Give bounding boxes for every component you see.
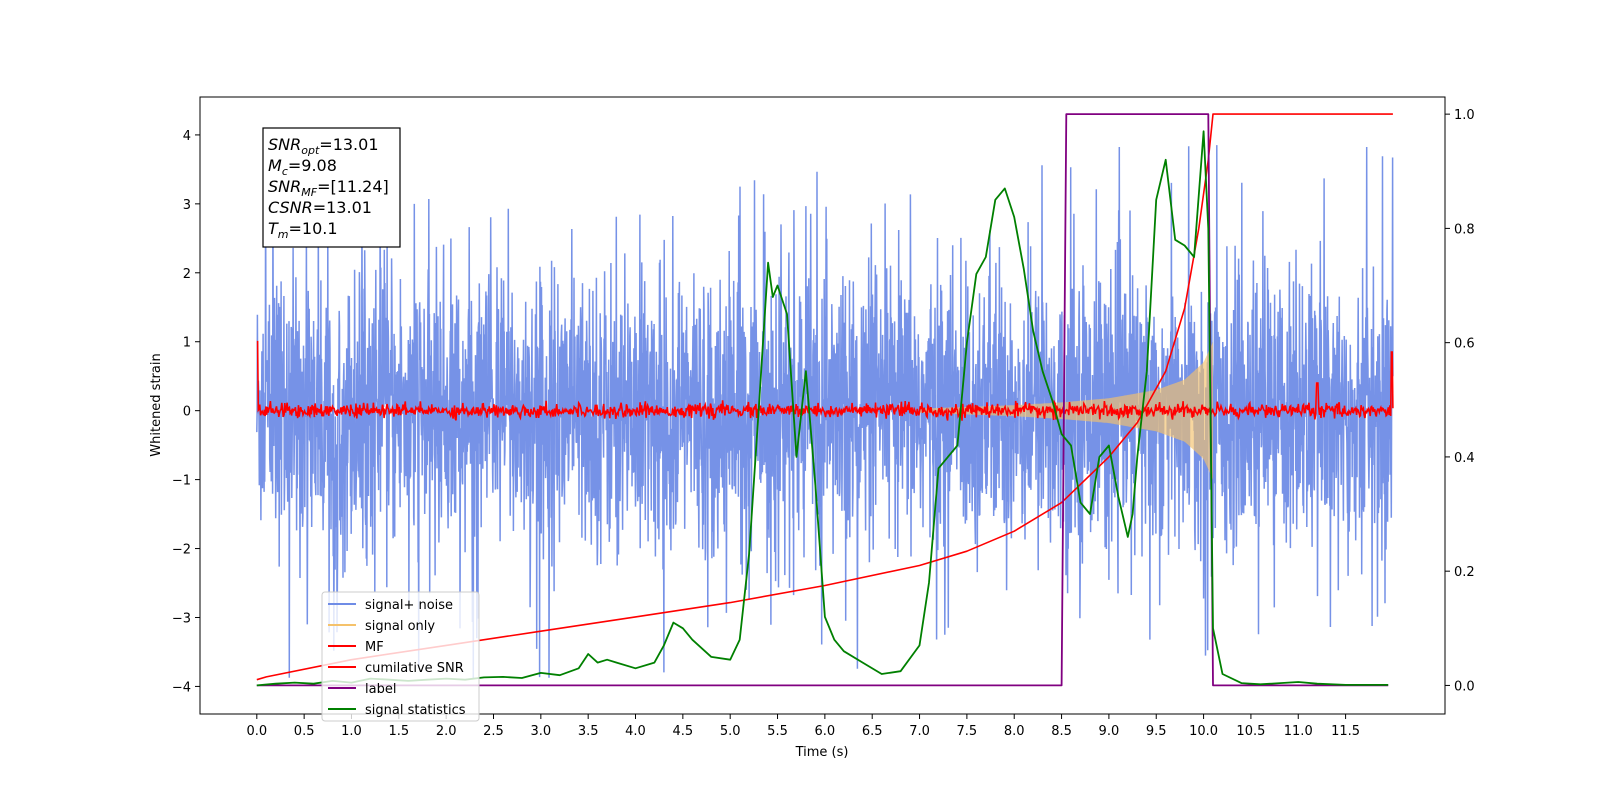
x-tick-label: 5.0 [720,724,741,739]
stats-line: SNRMF=[11.24] [268,177,389,199]
y-right-tick-label: 1.0 [1454,108,1475,123]
x-tick-label: 10.0 [1189,724,1218,739]
y-left-tick-label: 3 [183,198,191,213]
x-tick-label: 0.0 [246,724,267,739]
stats-symbol: SNR [268,177,301,196]
x-tick-label: 0.5 [294,724,315,739]
stats-symbol: M [268,156,282,175]
plot-frame [199,96,1446,715]
x-tick-label: 8.0 [1004,724,1025,739]
x-tick-label: 8.5 [1051,724,1072,739]
x-tick-label: 1.0 [341,724,362,739]
stats-subscript: opt [301,144,320,157]
stats-line: SNRopt=13.01 [268,135,379,157]
y-left-tick-label: 2 [183,267,191,282]
legend-frame [321,591,480,722]
x-tick-label: 2.0 [436,724,457,739]
x-tick-label: 9.5 [1146,724,1167,739]
y-axis-right: 1.0 0.8 0.6 0.4 0.2 0.0 [1445,108,1475,694]
stats-line: CSNR=13.01 [268,198,372,217]
stats-value: =9.08 [288,156,337,175]
x-tick-label: 10.5 [1236,724,1265,739]
x-tick-label: 3.5 [578,724,599,739]
y-left-tick-label: −2 [172,543,191,558]
x-axis: 0.0 0.5 1.0 1.5 2.0 2.5 3.0 3.5 4.0 4.5 5.0 5.5 6.0 6… [246,714,1360,739]
stats-box: SNRopt=13.01Mc=9.08SNRMF=[11.24]CSNR=13.… [262,127,401,248]
legend-label: MF [365,640,384,655]
stats-symbol: T [268,219,279,238]
y-axis-label: Whitened strain [149,353,164,456]
x-axis-label: Time (s) [795,745,849,760]
stats-value: =13.01 [319,135,378,154]
x-tick-label: 4.5 [673,724,694,739]
y-right-tick-label: 0.2 [1454,565,1475,580]
x-tick-label: 3.0 [530,724,551,739]
stats-box-frame [262,127,401,248]
label-series [256,113,1389,687]
legend-label: signal+ noise [365,598,453,613]
mf-series [256,340,1394,421]
x-tick-label: 6.0 [815,724,836,739]
mf-line [256,340,1394,421]
y-right-tick-label: 0.8 [1454,222,1475,237]
x-tick-label: 1.5 [388,724,409,739]
y-left-tick-label: 4 [183,129,191,144]
y-left-tick-label: −3 [172,611,191,626]
x-tick-label: 11.0 [1284,724,1313,739]
legend-label: signal only [365,619,435,634]
x-tick-label: 5.5 [767,724,788,739]
stats-symbol: CSNR [268,198,313,217]
y-right-tick-label: 0.4 [1454,451,1475,466]
x-tick-label: 11.5 [1331,724,1360,739]
stats-subscript: MF [301,186,317,199]
x-tick-label: 7.0 [909,724,930,739]
x-tick-label: 4.0 [625,724,646,739]
y-left-tick-label: 0 [183,405,191,420]
signal-statistics-line [256,130,1389,687]
x-tick-label: 6.5 [862,724,883,739]
stats-subscript: m [278,228,289,241]
legend: signal+ noise signal only MF cumilative SNR… [321,591,480,722]
legend-label: cumilative SNR [365,661,464,676]
y-left-tick-label: −1 [172,474,191,489]
y-left-tick-label: 1 [183,336,191,351]
x-tick-label: 7.5 [957,724,978,739]
legend-label: signal statistics [365,703,466,718]
legend-label: label [365,682,396,697]
stats-value: =10.1 [289,219,338,238]
x-tick-label: 2.5 [483,724,504,739]
y-right-tick-label: 0.0 [1454,679,1475,694]
y-axis-left: 4 3 2 1 0 −1 −2 −3 −4 [172,129,200,695]
stats-subscript: c [282,165,288,178]
y-right-tick-label: 0.6 [1454,337,1475,352]
stats-line: Tm=10.1 [268,219,338,241]
stats-value: =[11.24] [317,177,389,196]
stats-line: Mc=9.08 [268,156,337,178]
y-left-tick-label: −4 [172,680,191,695]
x-tick-label: 9.0 [1099,724,1120,739]
stats-symbol: SNR [268,135,301,154]
label-line [256,113,1389,687]
stats-value: =13.01 [313,198,372,217]
signal-statistics-series [256,130,1389,687]
